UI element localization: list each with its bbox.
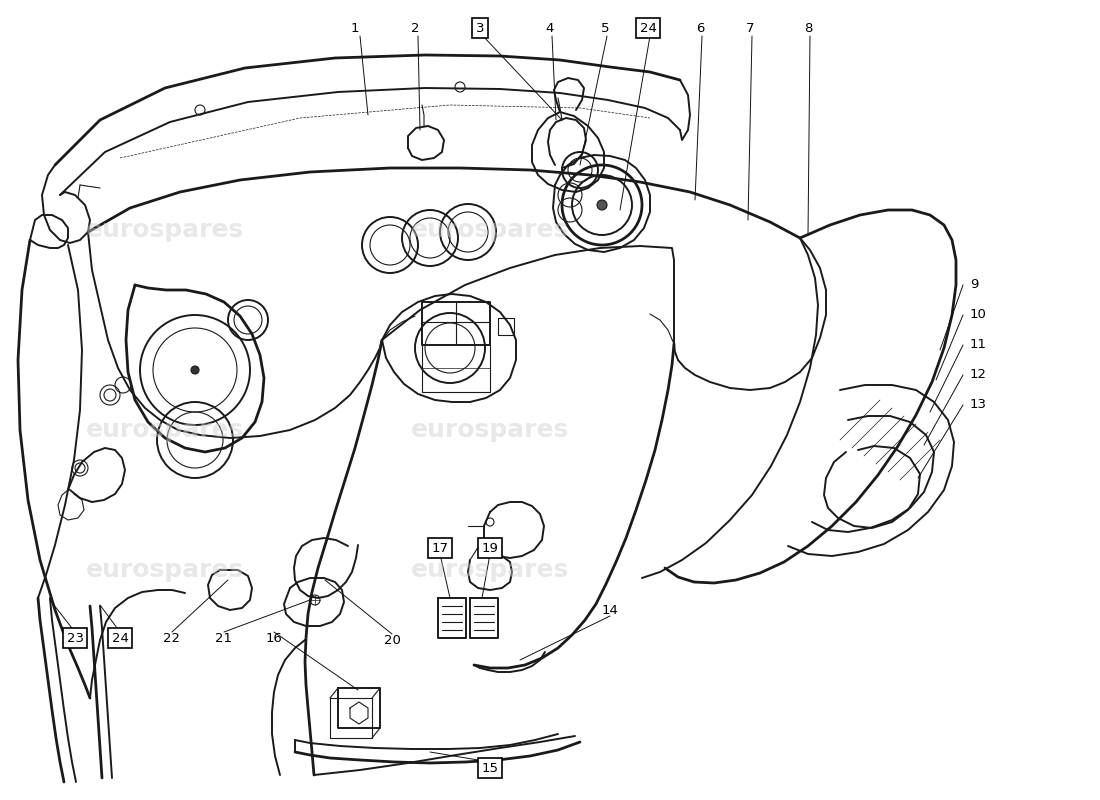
Text: 21: 21 bbox=[216, 631, 232, 645]
Text: 2: 2 bbox=[410, 22, 419, 34]
Text: eurospares: eurospares bbox=[411, 558, 569, 582]
Text: 9: 9 bbox=[970, 278, 978, 291]
Text: 14: 14 bbox=[602, 603, 618, 617]
Text: 6: 6 bbox=[696, 22, 704, 34]
Text: 1: 1 bbox=[351, 22, 360, 34]
Text: 5: 5 bbox=[601, 22, 609, 34]
Text: 4: 4 bbox=[546, 22, 554, 34]
Text: 23: 23 bbox=[66, 631, 84, 645]
Text: 13: 13 bbox=[970, 398, 987, 411]
Text: 3: 3 bbox=[475, 22, 484, 34]
Text: 12: 12 bbox=[970, 369, 987, 382]
Text: 10: 10 bbox=[970, 309, 987, 322]
Text: 8: 8 bbox=[804, 22, 812, 34]
Text: 24: 24 bbox=[639, 22, 657, 34]
Text: eurospares: eurospares bbox=[86, 418, 244, 442]
Text: 11: 11 bbox=[970, 338, 987, 351]
Text: 7: 7 bbox=[746, 22, 755, 34]
Text: 20: 20 bbox=[384, 634, 400, 646]
Text: eurospares: eurospares bbox=[411, 218, 569, 242]
Circle shape bbox=[597, 200, 607, 210]
Text: 16: 16 bbox=[265, 631, 283, 645]
Text: eurospares: eurospares bbox=[411, 418, 569, 442]
Text: 19: 19 bbox=[482, 542, 498, 554]
Text: eurospares: eurospares bbox=[86, 218, 244, 242]
Text: 24: 24 bbox=[111, 631, 129, 645]
Text: 15: 15 bbox=[482, 762, 498, 774]
Text: 17: 17 bbox=[431, 542, 449, 554]
Circle shape bbox=[191, 366, 199, 374]
Text: eurospares: eurospares bbox=[86, 558, 244, 582]
Text: 22: 22 bbox=[164, 631, 180, 645]
